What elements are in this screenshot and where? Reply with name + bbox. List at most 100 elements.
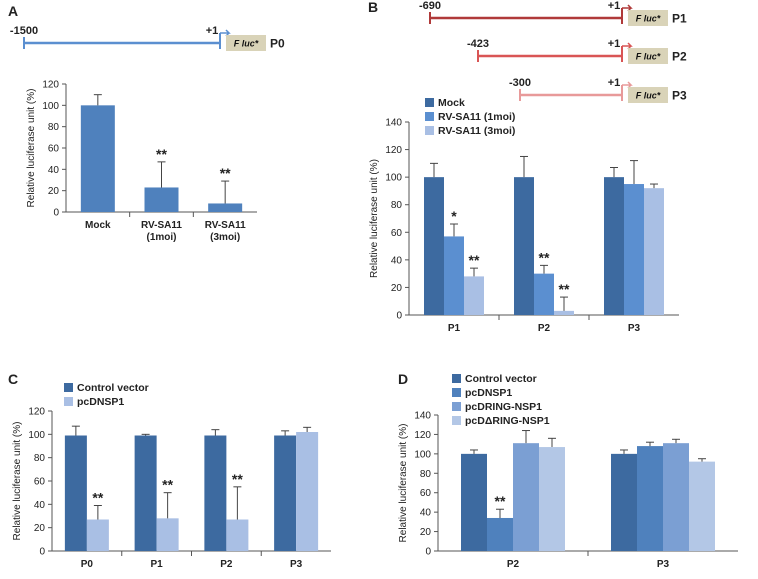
y-tick-label: 100 bbox=[414, 449, 431, 460]
promoter-start-label: -690 bbox=[419, 0, 441, 12]
legend-label: Control vector bbox=[77, 382, 149, 394]
bar bbox=[461, 453, 487, 551]
bar bbox=[86, 519, 109, 551]
x-category-label: (3moi) bbox=[210, 232, 240, 243]
panel-label: C bbox=[8, 371, 18, 387]
bar bbox=[644, 188, 664, 315]
x-category-label: RV-SA11 bbox=[141, 220, 182, 231]
promoter-construct-p1: -690 +1 F luc* P1 bbox=[419, 0, 687, 26]
bar-chart: 0 20 40 60 80 100 120 140 Relative luciferase un… bbox=[369, 97, 679, 334]
x-category-label: P0 bbox=[81, 559, 94, 570]
y-tick-label: 120 bbox=[414, 430, 431, 441]
bar bbox=[663, 443, 689, 551]
x-category-label: RV-SA11 bbox=[205, 220, 246, 231]
y-tick-label: 0 bbox=[39, 547, 45, 558]
x-category-label: P1 bbox=[151, 559, 164, 570]
y-tick-label: 120 bbox=[42, 80, 59, 91]
bar-chart: 0 20 40 60 80 100 120 140 Relative luciferase un… bbox=[398, 373, 738, 570]
significance-marker: ** bbox=[539, 249, 550, 265]
bar bbox=[80, 105, 115, 212]
bar bbox=[444, 236, 464, 315]
y-tick-label: 0 bbox=[425, 547, 431, 558]
y-tick-label: 20 bbox=[420, 527, 432, 538]
legend: Control vector pcDNSP1 bbox=[64, 382, 149, 408]
x-category-label: P3 bbox=[290, 559, 303, 570]
legend-swatch bbox=[64, 397, 73, 406]
y-tick-label: 40 bbox=[420, 508, 432, 519]
bar-chart: 0 20 40 60 80 100 120 Relative luciferase unit … bbox=[26, 80, 257, 243]
significance-marker: ** bbox=[162, 477, 173, 493]
y-tick-label: 20 bbox=[391, 283, 403, 294]
y-tick-label: 60 bbox=[48, 144, 60, 155]
y-tick-label: 80 bbox=[420, 469, 432, 480]
legend: Mock RV-SA11 (1moi) RV-SA11 (3moi) bbox=[425, 97, 515, 137]
panel-label: B bbox=[368, 0, 378, 15]
legend-swatch bbox=[425, 98, 434, 107]
x-category-label: Mock bbox=[85, 220, 111, 231]
y-axis-title: Relative luciferase unit (%) bbox=[26, 89, 37, 208]
bar bbox=[208, 203, 243, 212]
bar bbox=[296, 432, 319, 551]
legend-label: RV-SA11 (3moi) bbox=[438, 125, 515, 137]
luciferase-gene-box bbox=[226, 35, 266, 51]
x-category-label: P3 bbox=[628, 323, 641, 334]
y-tick-label: 0 bbox=[53, 208, 59, 219]
panel-label: D bbox=[398, 371, 408, 387]
significance-marker: ** bbox=[495, 493, 506, 509]
legend-label: pcDNSP1 bbox=[465, 387, 512, 399]
significance-marker: ** bbox=[92, 490, 103, 506]
panel-a: A -1500 +1 F luc* P0 0 20 40 60 80 100 120 Relative … bbox=[8, 3, 285, 243]
luciferase-gene-label: F luc* bbox=[234, 39, 259, 49]
y-tick-label: 120 bbox=[28, 407, 45, 418]
luciferase-gene-label: F luc* bbox=[636, 52, 661, 62]
significance-marker: ** bbox=[559, 281, 570, 297]
legend-swatch bbox=[452, 402, 461, 411]
legend-label: Mock bbox=[438, 97, 465, 109]
significance-marker: ** bbox=[220, 165, 231, 181]
legend-swatch bbox=[452, 388, 461, 397]
bar bbox=[424, 177, 444, 315]
y-tick-label: 60 bbox=[391, 228, 403, 239]
x-category-label: P2 bbox=[507, 559, 520, 570]
promoter-start-label: -300 bbox=[509, 77, 531, 89]
panel-c: C 0 20 40 60 80 100 120 Relative luciferase unit… bbox=[8, 371, 331, 570]
legend-label: RV-SA11 (1moi) bbox=[438, 111, 515, 123]
bar bbox=[487, 517, 513, 551]
bar bbox=[513, 443, 539, 551]
y-tick-label: 40 bbox=[391, 255, 403, 266]
luciferase-gene-box bbox=[628, 10, 668, 26]
bar bbox=[64, 435, 87, 551]
promoter-start-label: -423 bbox=[467, 38, 489, 50]
legend-swatch bbox=[425, 126, 434, 135]
y-axis-title: Relative luciferase unit (%) bbox=[12, 422, 23, 541]
bar-chart: 0 20 40 60 80 100 120 Relative luciferase unit … bbox=[12, 382, 331, 570]
y-tick-label: 60 bbox=[34, 477, 46, 488]
legend-label: pcDΔRING-NSP1 bbox=[465, 415, 550, 427]
luciferase-gene-label: F luc* bbox=[636, 14, 661, 24]
significance-marker: ** bbox=[469, 252, 480, 268]
y-tick-label: 100 bbox=[28, 430, 45, 441]
y-tick-label: 120 bbox=[385, 145, 402, 156]
legend-label: pcDRING-NSP1 bbox=[465, 401, 542, 413]
y-tick-label: 140 bbox=[385, 118, 402, 129]
bar bbox=[204, 435, 227, 551]
legend-swatch bbox=[425, 112, 434, 121]
bar bbox=[539, 447, 565, 551]
y-tick-label: 20 bbox=[34, 523, 46, 534]
bar bbox=[534, 273, 554, 315]
tss-label: +1 bbox=[608, 77, 621, 89]
significance-marker: * bbox=[451, 208, 457, 224]
x-category-label: (1moi) bbox=[147, 232, 177, 243]
y-tick-label: 80 bbox=[391, 200, 403, 211]
legend-swatch bbox=[64, 383, 73, 392]
bar bbox=[514, 177, 534, 315]
promoter-construct-p0: -1500 +1 F luc* P0 bbox=[10, 25, 285, 51]
legend-swatch bbox=[452, 416, 461, 425]
panel-label: A bbox=[8, 3, 18, 19]
y-tick-label: 40 bbox=[34, 500, 46, 511]
luciferase-gene-box bbox=[628, 48, 668, 64]
y-tick-label: 140 bbox=[414, 411, 431, 422]
legend-label: Control vector bbox=[465, 373, 537, 385]
x-category-label: P3 bbox=[657, 559, 670, 570]
